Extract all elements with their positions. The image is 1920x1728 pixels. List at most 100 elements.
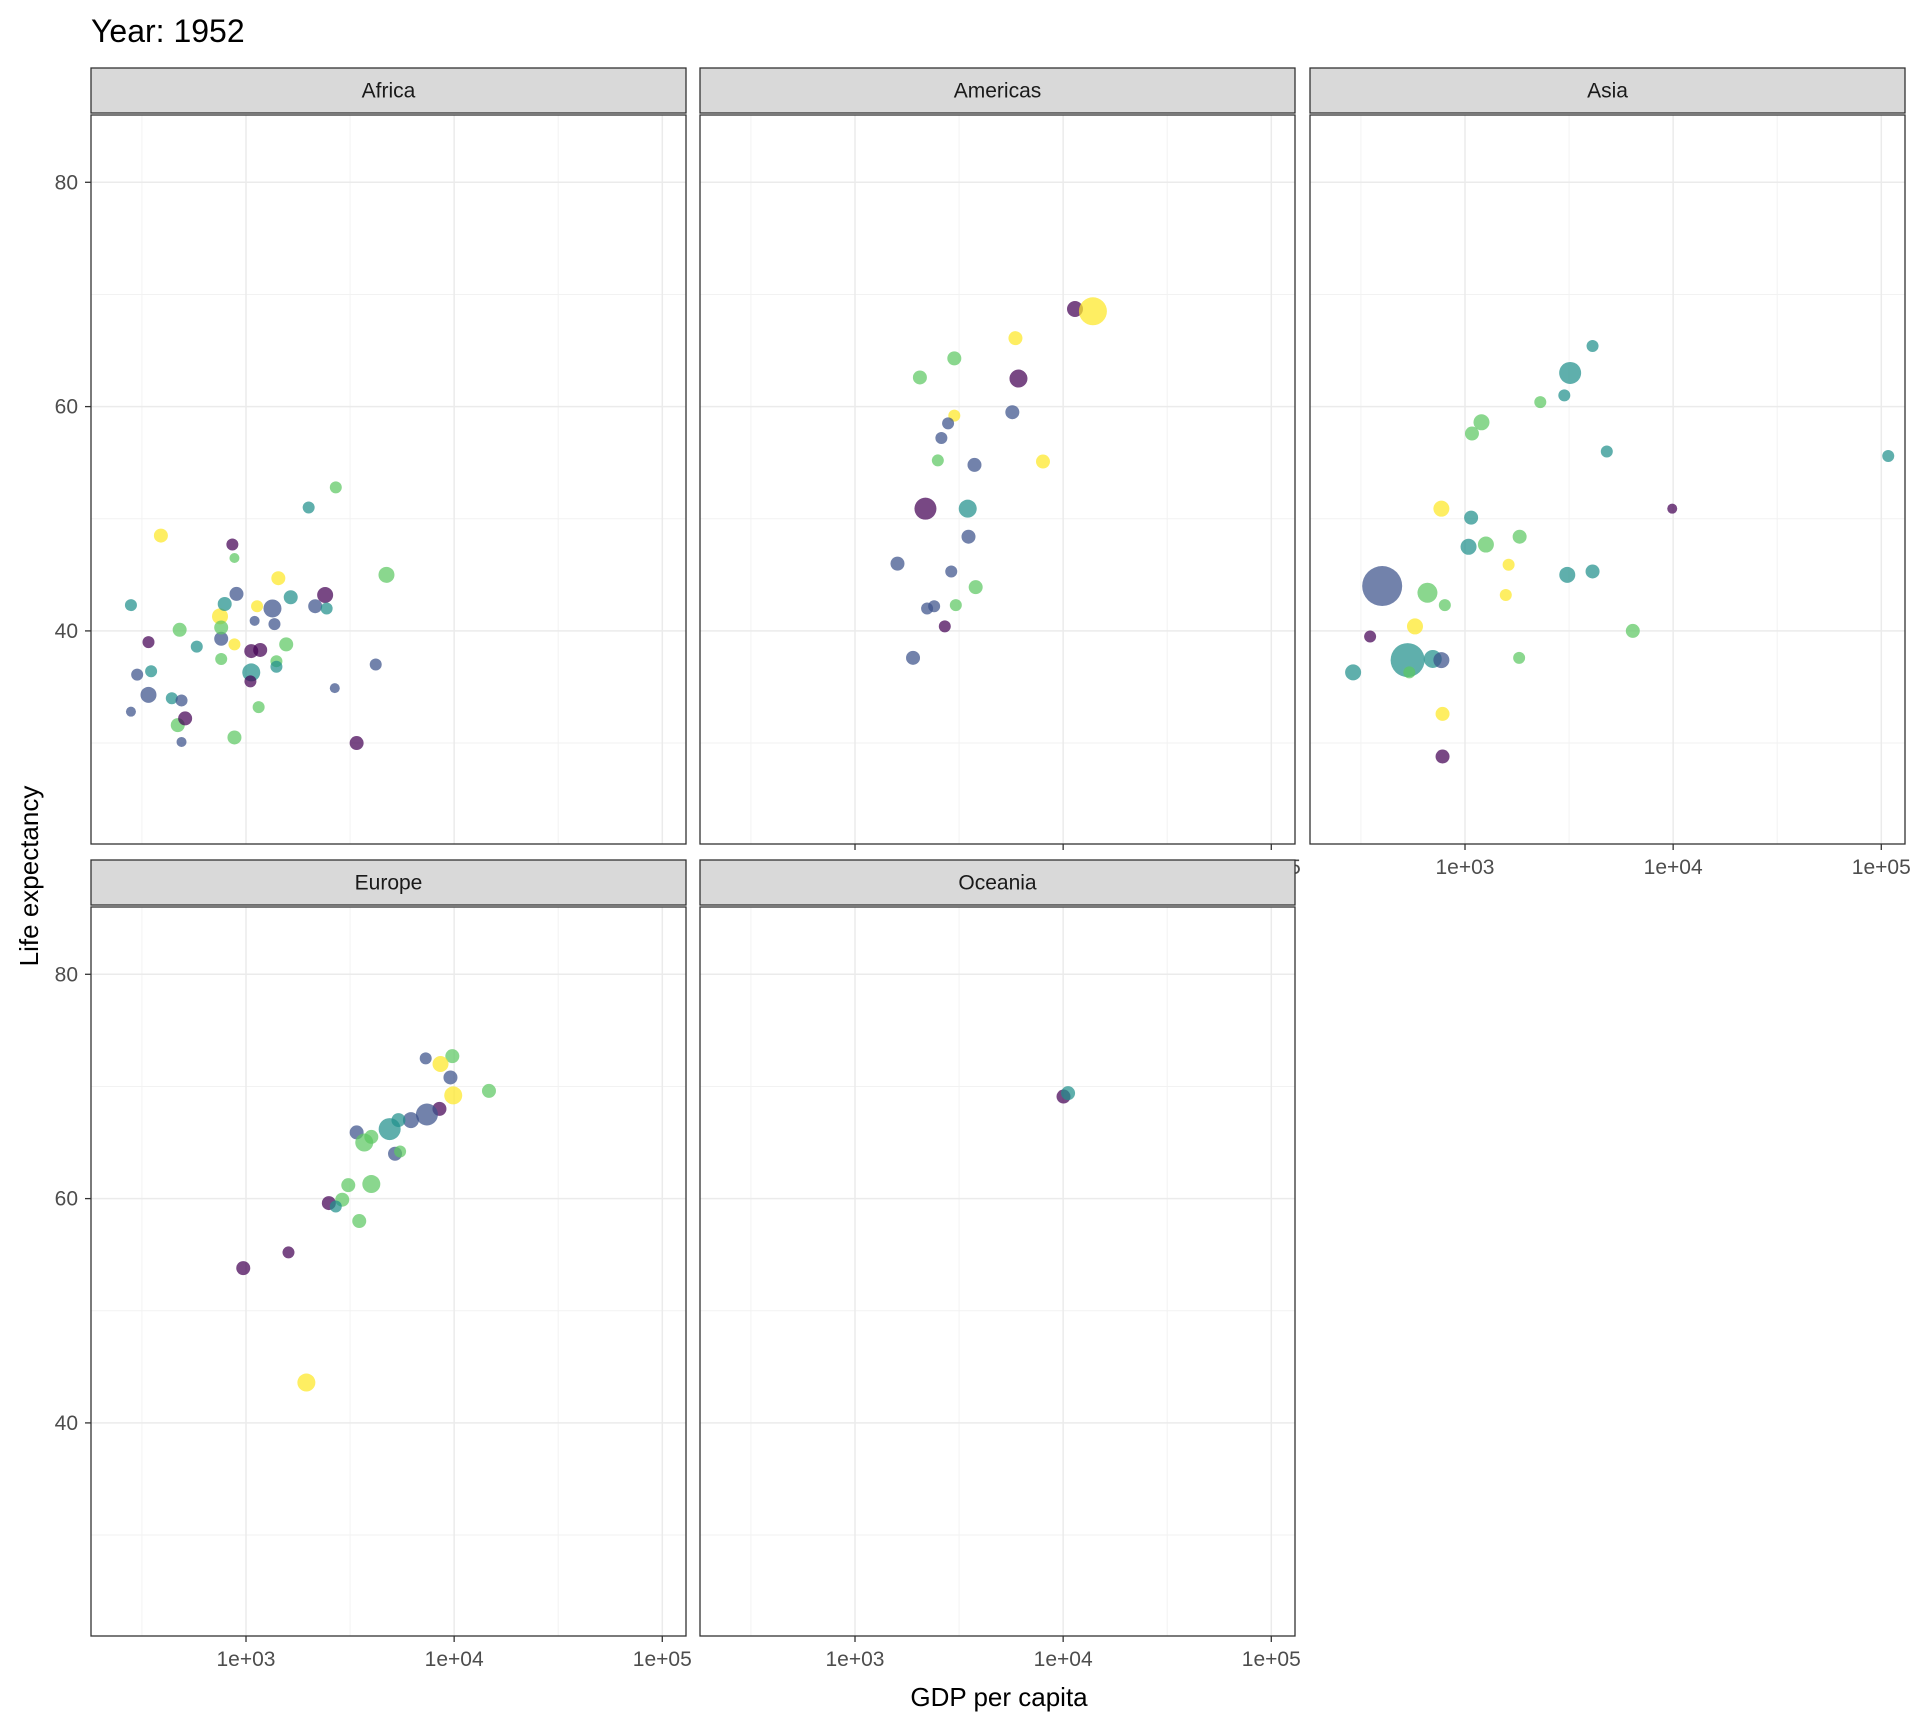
data-point-asia xyxy=(1464,426,1479,441)
data-point-africa xyxy=(190,640,203,653)
data-point-africa xyxy=(226,538,239,551)
data-point-asia xyxy=(1390,643,1425,678)
data-point-americas xyxy=(945,565,958,578)
data-point-asia xyxy=(1559,361,1582,384)
data-point-africa xyxy=(214,631,229,646)
data-point-asia xyxy=(1435,706,1450,721)
x-tick-label: 1e+05 xyxy=(1242,1648,1301,1671)
data-point-europe xyxy=(402,1112,419,1129)
data-point-africa xyxy=(217,596,232,611)
data-point-africa xyxy=(165,692,178,705)
data-point-europe xyxy=(394,1145,407,1158)
data-point-americas xyxy=(912,370,927,385)
data-point-asia xyxy=(1364,630,1377,643)
data-point-americas xyxy=(942,417,955,430)
x-tick-label: 1e+03 xyxy=(1436,856,1495,879)
facet-africa: Africa 40 60 80 xyxy=(55,67,687,845)
data-point-africa xyxy=(153,528,168,543)
y-tick-label: 60 xyxy=(55,1188,78,1211)
data-point-europe xyxy=(378,1118,401,1141)
data-point-africa xyxy=(176,736,187,747)
data-point-asia xyxy=(1600,445,1613,458)
data-point-americas xyxy=(958,499,977,518)
data-point-asia xyxy=(1433,652,1450,669)
data-point-americas xyxy=(1066,301,1083,318)
x-tick-label: 1e+04 xyxy=(1644,856,1703,879)
data-point-asia xyxy=(1512,529,1527,544)
data-point-africa xyxy=(369,658,382,671)
chart-title: Year: 1952 xyxy=(91,13,245,49)
facet-strip-africa xyxy=(90,67,687,114)
data-point-europe xyxy=(352,1214,367,1229)
data-point-africa xyxy=(329,481,342,494)
data-point-asia xyxy=(1586,340,1599,353)
data-point-asia xyxy=(1435,749,1450,764)
data-point-asia xyxy=(1460,538,1477,555)
data-point-asia xyxy=(1499,589,1512,602)
data-point-africa xyxy=(251,600,264,613)
data-point-asia xyxy=(1362,566,1403,607)
data-point-africa xyxy=(212,608,229,625)
data-point-africa xyxy=(271,571,286,586)
data-point-americas xyxy=(949,599,962,612)
data-point-americas xyxy=(938,620,951,633)
data-point-africa xyxy=(131,668,144,681)
x-tick-label: 1e+04 xyxy=(425,1648,484,1671)
data-point-europe xyxy=(443,1070,458,1085)
panel-border-africa xyxy=(90,114,687,845)
data-point-americas xyxy=(1009,369,1028,388)
data-point-africa xyxy=(329,683,340,694)
data-point-americas xyxy=(1008,331,1023,346)
data-point-asia xyxy=(1502,558,1515,571)
facet-strip-europe xyxy=(90,859,687,906)
data-point-asia xyxy=(1406,618,1423,635)
x-tick-label: 1e+05 xyxy=(1852,856,1911,879)
data-point-africa xyxy=(145,665,158,678)
x-tick-label: 1e+05 xyxy=(633,1648,692,1671)
facet-label-americas: Americas xyxy=(954,80,1042,103)
data-point-americas xyxy=(935,432,948,445)
data-point-americas xyxy=(906,650,921,665)
data-point-europe xyxy=(282,1246,295,1259)
data-point-africa xyxy=(229,553,240,564)
x-tick-label: 1e+03 xyxy=(217,1648,276,1671)
data-point-asia xyxy=(1559,566,1576,583)
data-point-asia xyxy=(1477,536,1494,553)
data-point-europe xyxy=(445,1049,460,1064)
data-point-americas xyxy=(968,580,983,595)
data-point-africa xyxy=(228,638,241,651)
data-point-europe xyxy=(415,1103,438,1126)
panel-border-asia xyxy=(1309,114,1906,845)
data-point-americas xyxy=(914,497,937,520)
facet-asia: Asia 1e+03 1e+04 1e+05 xyxy=(1309,67,1911,879)
data-point-asia xyxy=(1667,503,1678,514)
data-point-africa xyxy=(308,599,323,614)
data-point-africa xyxy=(214,620,229,635)
data-point-oceania xyxy=(1061,1086,1076,1101)
data-point-asia xyxy=(1558,389,1571,402)
y-tick-label: 40 xyxy=(55,1412,78,1435)
data-point-africa xyxy=(279,637,294,652)
data-point-europe xyxy=(297,1373,316,1392)
data-point-africa xyxy=(140,686,157,703)
data-point-africa xyxy=(317,587,334,604)
data-point-americas xyxy=(967,457,982,472)
data-point-asia xyxy=(1473,414,1490,431)
data-point-asia xyxy=(1433,500,1450,517)
data-point-europe xyxy=(341,1178,356,1193)
facet-oceania: Oceania 1e+03 1e+04 1e+05 xyxy=(699,859,1301,1671)
data-point-asia xyxy=(1882,449,1895,462)
data-point-americas xyxy=(928,600,941,613)
data-point-americas xyxy=(947,351,962,366)
y-tick-label: 40 xyxy=(55,620,78,643)
data-point-europe xyxy=(362,1175,381,1194)
data-point-americas xyxy=(931,454,944,467)
facet-europe: Europe 1e+03 1e+04 1e+05 40 60 80 xyxy=(55,859,692,1671)
data-point-africa xyxy=(142,636,155,649)
data-point-europe xyxy=(419,1052,432,1065)
data-point-europe xyxy=(364,1129,379,1144)
panel-border-americas xyxy=(699,114,1296,845)
data-point-asia xyxy=(1585,564,1600,579)
